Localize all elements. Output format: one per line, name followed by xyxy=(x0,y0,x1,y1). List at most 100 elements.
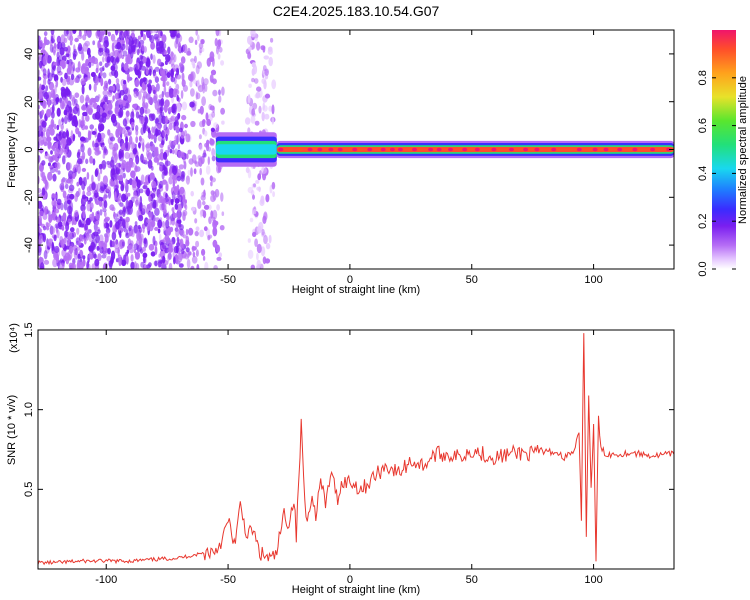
heatmap-cell xyxy=(119,202,124,207)
heatmap-cell xyxy=(56,35,61,43)
heatmap-cell xyxy=(138,41,141,49)
heatmap-cell xyxy=(60,123,64,130)
heatmap-cell xyxy=(82,42,89,52)
heatmap-cell xyxy=(55,216,58,221)
heatmap-cell xyxy=(88,107,93,114)
heatmap-cell xyxy=(209,74,214,83)
heatmap-cell xyxy=(168,243,174,253)
heatmap-cell xyxy=(317,147,323,152)
heatmap-cell xyxy=(177,112,181,120)
heatmap-cell xyxy=(76,164,81,174)
heatmap-cell xyxy=(53,65,56,72)
heatmap-cell xyxy=(250,115,256,124)
heatmap-cell xyxy=(136,48,140,56)
heatmap-cell xyxy=(38,188,42,193)
heatmap-cell xyxy=(209,105,215,111)
heatmap-cell xyxy=(203,78,209,86)
heatmap-cell xyxy=(144,77,148,85)
heatmap-cell xyxy=(151,142,154,152)
heatmap-cell xyxy=(57,170,61,175)
heatmap-cell xyxy=(207,235,211,241)
heatmap-cell xyxy=(51,104,55,113)
heatmap-cell xyxy=(154,76,159,83)
heatmap-cell xyxy=(41,177,47,182)
heatmap-cell xyxy=(53,252,58,259)
heatmap-cell xyxy=(436,147,442,152)
heatmap-cell xyxy=(51,193,56,198)
heatmap-cell xyxy=(173,187,178,194)
heatmap-cell xyxy=(271,104,275,115)
heatmap-cell xyxy=(123,142,129,152)
heatmap-cell xyxy=(380,147,386,152)
heatmap-cell xyxy=(86,191,92,197)
heatmap-cell xyxy=(154,100,160,111)
heatmap-cell xyxy=(142,227,145,233)
heatmap-cell xyxy=(254,120,260,126)
heatmap-cell xyxy=(254,33,259,42)
x-tick-label: -50 xyxy=(220,274,236,286)
heatmap-cell xyxy=(576,147,582,152)
heatmap-cell xyxy=(39,83,42,89)
heatmap-cell xyxy=(47,171,53,181)
heatmap-cell xyxy=(142,157,148,163)
heatmap-cell xyxy=(197,155,202,161)
heatmap-cell xyxy=(216,256,222,261)
heatmap-cell xyxy=(95,213,100,220)
heatmap-cell xyxy=(177,252,183,263)
heatmap-cell xyxy=(197,85,204,93)
heatmap-cell xyxy=(168,196,172,206)
heatmap-cell xyxy=(255,179,260,184)
heatmap-cell xyxy=(92,113,98,120)
heatmap-cell xyxy=(183,43,188,54)
heatmap-cell xyxy=(178,164,185,170)
heatmap-cell xyxy=(199,167,202,176)
heatmap-cell xyxy=(80,78,86,85)
heatmap-cell xyxy=(150,251,156,257)
heatmap-cell xyxy=(146,56,150,65)
heatmap-cell xyxy=(107,129,111,136)
heatmap-cell xyxy=(133,249,137,254)
heatmap-cell xyxy=(54,245,60,254)
heatmap-cell xyxy=(367,147,373,152)
heatmap-cell xyxy=(158,161,164,167)
heatmap-cell xyxy=(82,111,88,117)
colorbar-tick-label: 0.0 xyxy=(697,261,709,276)
heatmap-cell xyxy=(491,147,497,152)
heatmap-cell xyxy=(103,80,109,89)
heatmap-cell xyxy=(130,141,135,150)
heatmap-cell xyxy=(103,200,108,209)
heatmap-cell xyxy=(50,226,56,235)
heatmap-cell xyxy=(193,168,197,175)
heatmap-cell xyxy=(164,91,171,98)
heatmap-cell xyxy=(150,193,156,199)
heatmap-cell xyxy=(177,43,181,50)
heatmap-cell xyxy=(328,147,334,152)
heatmap-cell xyxy=(148,195,152,202)
heatmap-cell xyxy=(195,30,198,36)
heatmap-cell xyxy=(257,225,262,234)
heatmap-cell xyxy=(165,219,170,229)
heatmap-cell xyxy=(142,30,147,33)
heatmap-cell xyxy=(154,260,158,267)
heatmap-cell xyxy=(63,30,69,37)
heatmap-cell xyxy=(38,234,44,244)
heatmap-cell xyxy=(61,178,65,187)
heatmap-cell xyxy=(213,122,219,129)
heatmap-cell xyxy=(140,88,146,94)
x-tick-label: -50 xyxy=(220,574,236,586)
heatmap-cell xyxy=(128,200,133,209)
heatmap-cell xyxy=(263,234,268,245)
heatmap-cell xyxy=(158,113,164,124)
heatmap-cell xyxy=(172,251,175,258)
heatmap-cell xyxy=(67,231,73,237)
heatmap-cell xyxy=(51,121,55,128)
x-tick-label: -100 xyxy=(95,574,117,586)
heatmap-cell xyxy=(154,245,158,255)
heatmap-cell xyxy=(216,204,221,211)
heatmap-cell xyxy=(270,37,274,43)
heatmap-cell xyxy=(99,245,104,254)
heatmap-cell xyxy=(38,76,42,81)
heatmap-cell xyxy=(38,104,41,110)
heatmap-cell xyxy=(176,94,179,102)
heatmap-cell xyxy=(125,136,129,144)
